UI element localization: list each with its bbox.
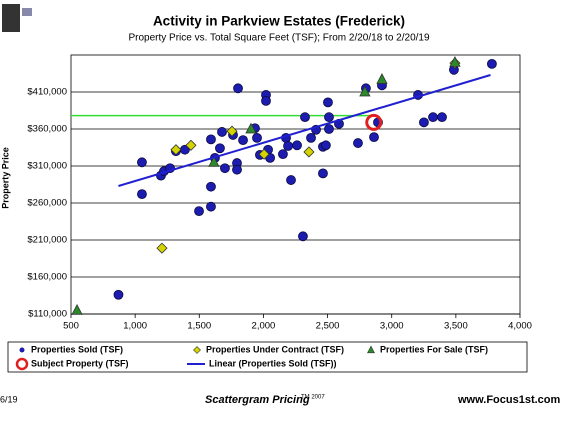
- chart-title: Activity in Parkview Estates (Frederick): [153, 14, 405, 29]
- point: [113, 289, 124, 300]
- legend-swatch: [193, 346, 201, 354]
- point: [292, 140, 302, 151]
- point: [232, 164, 242, 175]
- trend-line: [118, 74, 491, 187]
- footer-website: www.Focus1st.com: [457, 394, 561, 406]
- point: [324, 112, 334, 123]
- y-tick-label: $360,000: [27, 124, 67, 135]
- point: [217, 127, 227, 137]
- point: [283, 141, 293, 151]
- logo-part: [22, 8, 32, 16]
- y-tick-label: $160,000: [27, 272, 67, 283]
- plot-area: [70, 54, 521, 315]
- x-tick-label: 2,500: [316, 321, 340, 332]
- legend-label: Linear (Properties Sold (TSF)): [209, 358, 337, 368]
- point: [194, 206, 204, 217]
- y-tick-label: $310,000: [27, 161, 67, 172]
- y-tick-label: $410,000: [27, 87, 67, 98]
- point: [365, 113, 383, 131]
- point: [170, 144, 182, 156]
- point: [226, 125, 238, 137]
- point: [208, 155, 220, 167]
- x-tick-label: 2,000: [252, 321, 276, 332]
- point: [419, 117, 429, 128]
- x-tick-label: 1,000: [123, 321, 147, 332]
- point: [261, 95, 271, 106]
- x-tick-label: 3,000: [380, 321, 404, 332]
- x-tick-label: 3,500: [444, 321, 468, 332]
- legend-label: Properties Under Contract (TSF): [206, 344, 344, 354]
- point: [206, 201, 216, 212]
- point: [369, 132, 379, 143]
- x-tick-label: 4,000: [508, 321, 532, 332]
- point: [376, 73, 388, 84]
- point: [137, 189, 147, 200]
- legend-swatch: [19, 347, 25, 353]
- point: [298, 231, 308, 242]
- x-tick-label: 500: [63, 321, 79, 332]
- point: [303, 146, 315, 158]
- logo: [2, 4, 20, 32]
- legend-label: Properties For Sale (TSF): [380, 344, 488, 354]
- footer-brand: Scattergram Pricing: [205, 394, 310, 406]
- point: [206, 134, 216, 145]
- point: [252, 132, 262, 143]
- footer-trademark: TM 2007: [301, 395, 325, 401]
- legend-swatch: [367, 345, 375, 354]
- legend-box: [7, 341, 528, 373]
- point: [206, 181, 216, 192]
- legend-swatch: [15, 357, 29, 371]
- point: [324, 124, 334, 134]
- point: [245, 122, 257, 134]
- point: [359, 85, 371, 97]
- footer-date: 6/19: [0, 394, 18, 404]
- point: [321, 140, 331, 151]
- point: [233, 83, 243, 94]
- point: [437, 112, 447, 123]
- point: [71, 303, 83, 315]
- point: [353, 138, 363, 148]
- legend-label: Properties Sold (TSF): [31, 344, 123, 354]
- point: [220, 163, 230, 174]
- chart-subtitle: Property Price vs. Total Square Feet (TS…: [128, 33, 429, 44]
- y-tick-label: $110,000: [28, 309, 67, 320]
- point: [487, 58, 497, 69]
- point: [428, 112, 438, 123]
- y-tick-label: $260,000: [27, 198, 67, 209]
- y-tick-label: $210,000: [27, 235, 67, 246]
- point: [300, 112, 310, 123]
- point: [137, 157, 147, 168]
- x-tick-label: 1,500: [187, 321, 211, 332]
- point: [258, 148, 270, 160]
- legend-label: Subject Property (TSF): [31, 358, 129, 368]
- point: [318, 168, 328, 179]
- point: [286, 175, 296, 185]
- point: [323, 97, 333, 108]
- y-axis-label: Property Price: [0, 147, 10, 209]
- point: [156, 242, 168, 254]
- point: [185, 139, 197, 151]
- point: [449, 56, 461, 67]
- point: [306, 132, 316, 143]
- point: [238, 135, 248, 146]
- point: [278, 149, 288, 160]
- point: [215, 143, 225, 154]
